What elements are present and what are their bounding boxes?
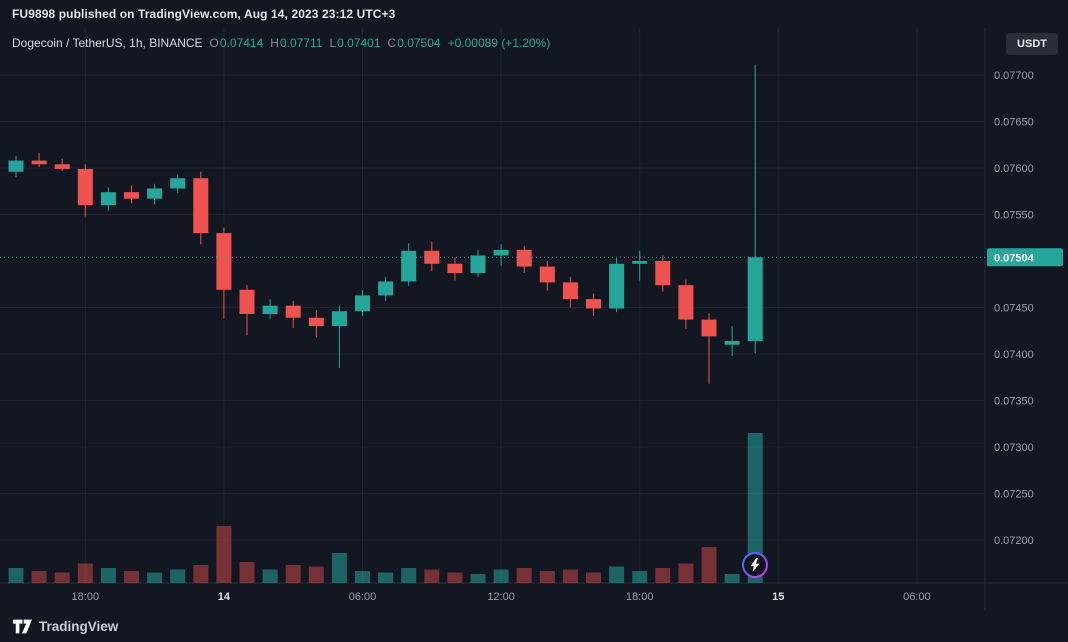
svg-text:06:00: 06:00	[903, 591, 931, 603]
lightning-icon	[750, 558, 760, 572]
svg-text:0.07504: 0.07504	[994, 252, 1035, 264]
tradingview-logo-icon	[13, 619, 32, 633]
chart-region: 0.077000.076500.076000.075500.075000.074…	[0, 28, 1068, 610]
footer-bar: TradingView	[0, 610, 1068, 642]
svg-text:0.07300: 0.07300	[994, 442, 1034, 454]
svg-text:06:00: 06:00	[349, 591, 377, 603]
svg-text:12:00: 12:00	[487, 591, 515, 603]
currency-button[interactable]: USDT	[1006, 33, 1058, 55]
brand-name: TradingView	[39, 618, 119, 634]
tradingview-logo-link[interactable]: TradingView	[13, 619, 118, 634]
flash-badge[interactable]	[742, 552, 768, 578]
svg-text:0.07450: 0.07450	[994, 303, 1034, 315]
svg-text:14: 14	[218, 591, 231, 603]
svg-text:0.07350: 0.07350	[994, 396, 1034, 408]
svg-text:0.07550: 0.07550	[994, 210, 1034, 222]
svg-text:18:00: 18:00	[626, 591, 654, 603]
svg-text:0.07250: 0.07250	[994, 489, 1034, 501]
svg-text:0.07200: 0.07200	[994, 535, 1034, 547]
svg-text:0.07650: 0.07650	[994, 117, 1034, 129]
svg-text:15: 15	[772, 591, 784, 603]
chart-canvas[interactable]: 0.077000.076500.076000.075500.075000.074…	[0, 28, 1068, 610]
flash-badge-inner	[744, 554, 766, 576]
attribution-bar: FU9898 published on TradingView.com, Aug…	[0, 0, 1068, 28]
svg-text:0.07600: 0.07600	[994, 163, 1034, 175]
svg-text:0.07700: 0.07700	[994, 70, 1034, 82]
svg-text:18:00: 18:00	[72, 591, 100, 603]
attribution-text: FU9898 published on TradingView.com, Aug…	[12, 7, 396, 21]
svg-text:0.07400: 0.07400	[994, 349, 1034, 361]
